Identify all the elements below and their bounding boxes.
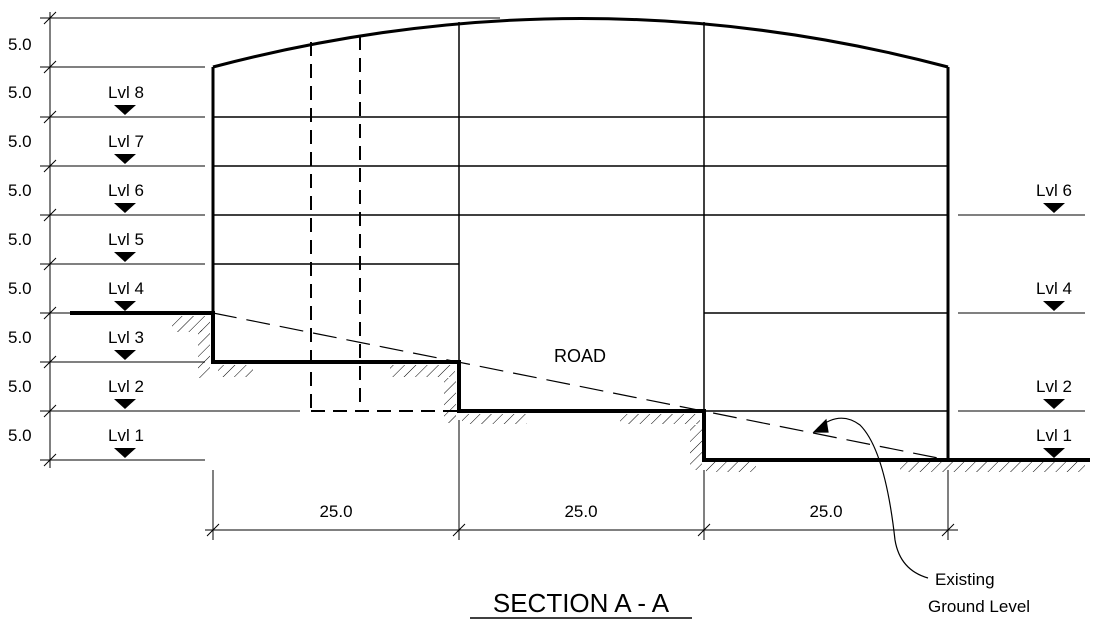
level-label: Lvl 2 bbox=[1036, 377, 1072, 396]
dim-label: 5.0 bbox=[8, 377, 32, 396]
level-label: Lvl 1 bbox=[108, 426, 144, 445]
level-label: Lvl 1 bbox=[1036, 426, 1072, 445]
horizontal-dim-labels: 25.0 25.0 25.0 bbox=[319, 502, 842, 521]
dim-label: 5.0 bbox=[8, 279, 32, 298]
level-label: Lvl 2 bbox=[108, 377, 144, 396]
level-label: Lvl 3 bbox=[108, 328, 144, 347]
dim-label: 5.0 bbox=[8, 132, 32, 151]
level-label: Lvl 6 bbox=[1036, 181, 1072, 200]
vertical-dimension-chain bbox=[40, 11, 500, 468]
level-label: Lvl 5 bbox=[108, 230, 144, 249]
level-label: Lvl 8 bbox=[108, 83, 144, 102]
dim-label: 5.0 bbox=[8, 83, 32, 102]
road-label: ROAD bbox=[554, 346, 606, 366]
section-title: SECTION A - A bbox=[493, 588, 670, 618]
existing-ground-level-callout: Existing Ground Level bbox=[928, 570, 1030, 616]
existing-ground-level-leader bbox=[812, 417, 929, 579]
dim-label: 5.0 bbox=[8, 426, 32, 445]
level-label: Lvl 6 bbox=[108, 181, 144, 200]
right-level-labels: Lvl 6 Lvl 4 Lvl 2 Lvl 1 bbox=[1036, 181, 1072, 445]
vertical-dim-labels: 5.0 5.0 5.0 5.0 5.0 5.0 5.0 5.0 5.0 bbox=[8, 35, 32, 445]
earth-hatching bbox=[172, 316, 1085, 472]
dim-label: 25.0 bbox=[564, 502, 597, 521]
dim-label: 5.0 bbox=[8, 181, 32, 200]
level-label: Lvl 4 bbox=[1036, 279, 1072, 298]
callout-line1: Existing bbox=[935, 570, 995, 589]
level-markers bbox=[114, 105, 1065, 458]
dim-label: 25.0 bbox=[809, 502, 842, 521]
callout-line2: Ground Level bbox=[928, 597, 1030, 616]
level-label: Lvl 4 bbox=[108, 279, 144, 298]
dim-label: 5.0 bbox=[8, 35, 32, 54]
level-label: Lvl 7 bbox=[108, 132, 144, 151]
dim-label: 5.0 bbox=[8, 328, 32, 347]
building-section bbox=[70, 17, 1090, 462]
dim-label: 5.0 bbox=[8, 230, 32, 249]
dim-label: 25.0 bbox=[319, 502, 352, 521]
horizontal-dimension-chain bbox=[205, 420, 958, 540]
left-level-labels: Lvl 8 Lvl 7 Lvl 6 Lvl 5 Lvl 4 Lvl 3 Lvl … bbox=[108, 83, 144, 445]
